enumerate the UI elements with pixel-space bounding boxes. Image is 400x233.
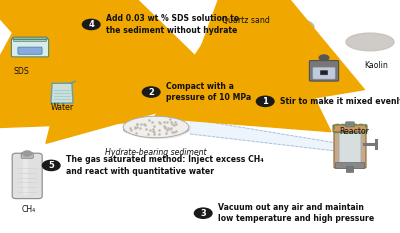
FancyBboxPatch shape — [346, 122, 354, 127]
Circle shape — [319, 55, 329, 61]
Text: SDS: SDS — [13, 67, 29, 75]
FancyBboxPatch shape — [335, 163, 365, 168]
Circle shape — [42, 160, 60, 171]
FancyBboxPatch shape — [313, 67, 335, 79]
Text: CH₄: CH₄ — [22, 205, 36, 214]
Text: Compact with a
pressure of 10 MPa: Compact with a pressure of 10 MPa — [166, 82, 251, 102]
Ellipse shape — [225, 14, 283, 33]
Text: Quartz sand: Quartz sand — [222, 17, 270, 25]
Polygon shape — [190, 119, 335, 151]
Text: 1: 1 — [262, 97, 268, 106]
FancyBboxPatch shape — [310, 61, 338, 81]
Polygon shape — [51, 83, 73, 103]
FancyBboxPatch shape — [334, 125, 366, 168]
Circle shape — [23, 151, 32, 156]
FancyBboxPatch shape — [21, 153, 33, 158]
FancyBboxPatch shape — [11, 39, 49, 57]
Circle shape — [142, 87, 160, 97]
Text: Water: Water — [50, 103, 74, 112]
Circle shape — [82, 19, 100, 30]
Text: Reactor: Reactor — [339, 127, 369, 136]
Text: 2: 2 — [148, 88, 154, 96]
Ellipse shape — [123, 116, 189, 138]
Text: 4: 4 — [88, 20, 94, 29]
Text: The gas saturated method: Inject excess CH₄
and react with quantitative water: The gas saturated method: Inject excess … — [66, 155, 264, 176]
Text: Add 0.03 wt % SDS solution to
the sediment without hydrate: Add 0.03 wt % SDS solution to the sedime… — [106, 14, 239, 35]
Text: Vacuum out any air and maintain
low temperature and high pressure: Vacuum out any air and maintain low temp… — [218, 203, 374, 223]
Ellipse shape — [262, 18, 314, 36]
FancyBboxPatch shape — [320, 71, 328, 75]
Ellipse shape — [346, 33, 394, 51]
Ellipse shape — [123, 124, 189, 136]
Circle shape — [256, 96, 274, 106]
FancyBboxPatch shape — [333, 125, 367, 132]
Text: 3: 3 — [200, 209, 206, 218]
FancyBboxPatch shape — [12, 153, 42, 199]
FancyBboxPatch shape — [23, 159, 28, 195]
FancyBboxPatch shape — [13, 37, 47, 39]
FancyBboxPatch shape — [14, 38, 46, 41]
FancyBboxPatch shape — [339, 133, 361, 165]
FancyBboxPatch shape — [18, 47, 42, 54]
Ellipse shape — [125, 118, 190, 139]
Text: Stir to make it mixed evenly: Stir to make it mixed evenly — [280, 97, 400, 106]
Text: Hydrate-bearing sediment: Hydrate-bearing sediment — [105, 148, 207, 157]
Text: Kaolin: Kaolin — [364, 61, 388, 70]
FancyBboxPatch shape — [346, 167, 354, 172]
Text: 5: 5 — [48, 161, 54, 170]
Circle shape — [194, 208, 212, 218]
